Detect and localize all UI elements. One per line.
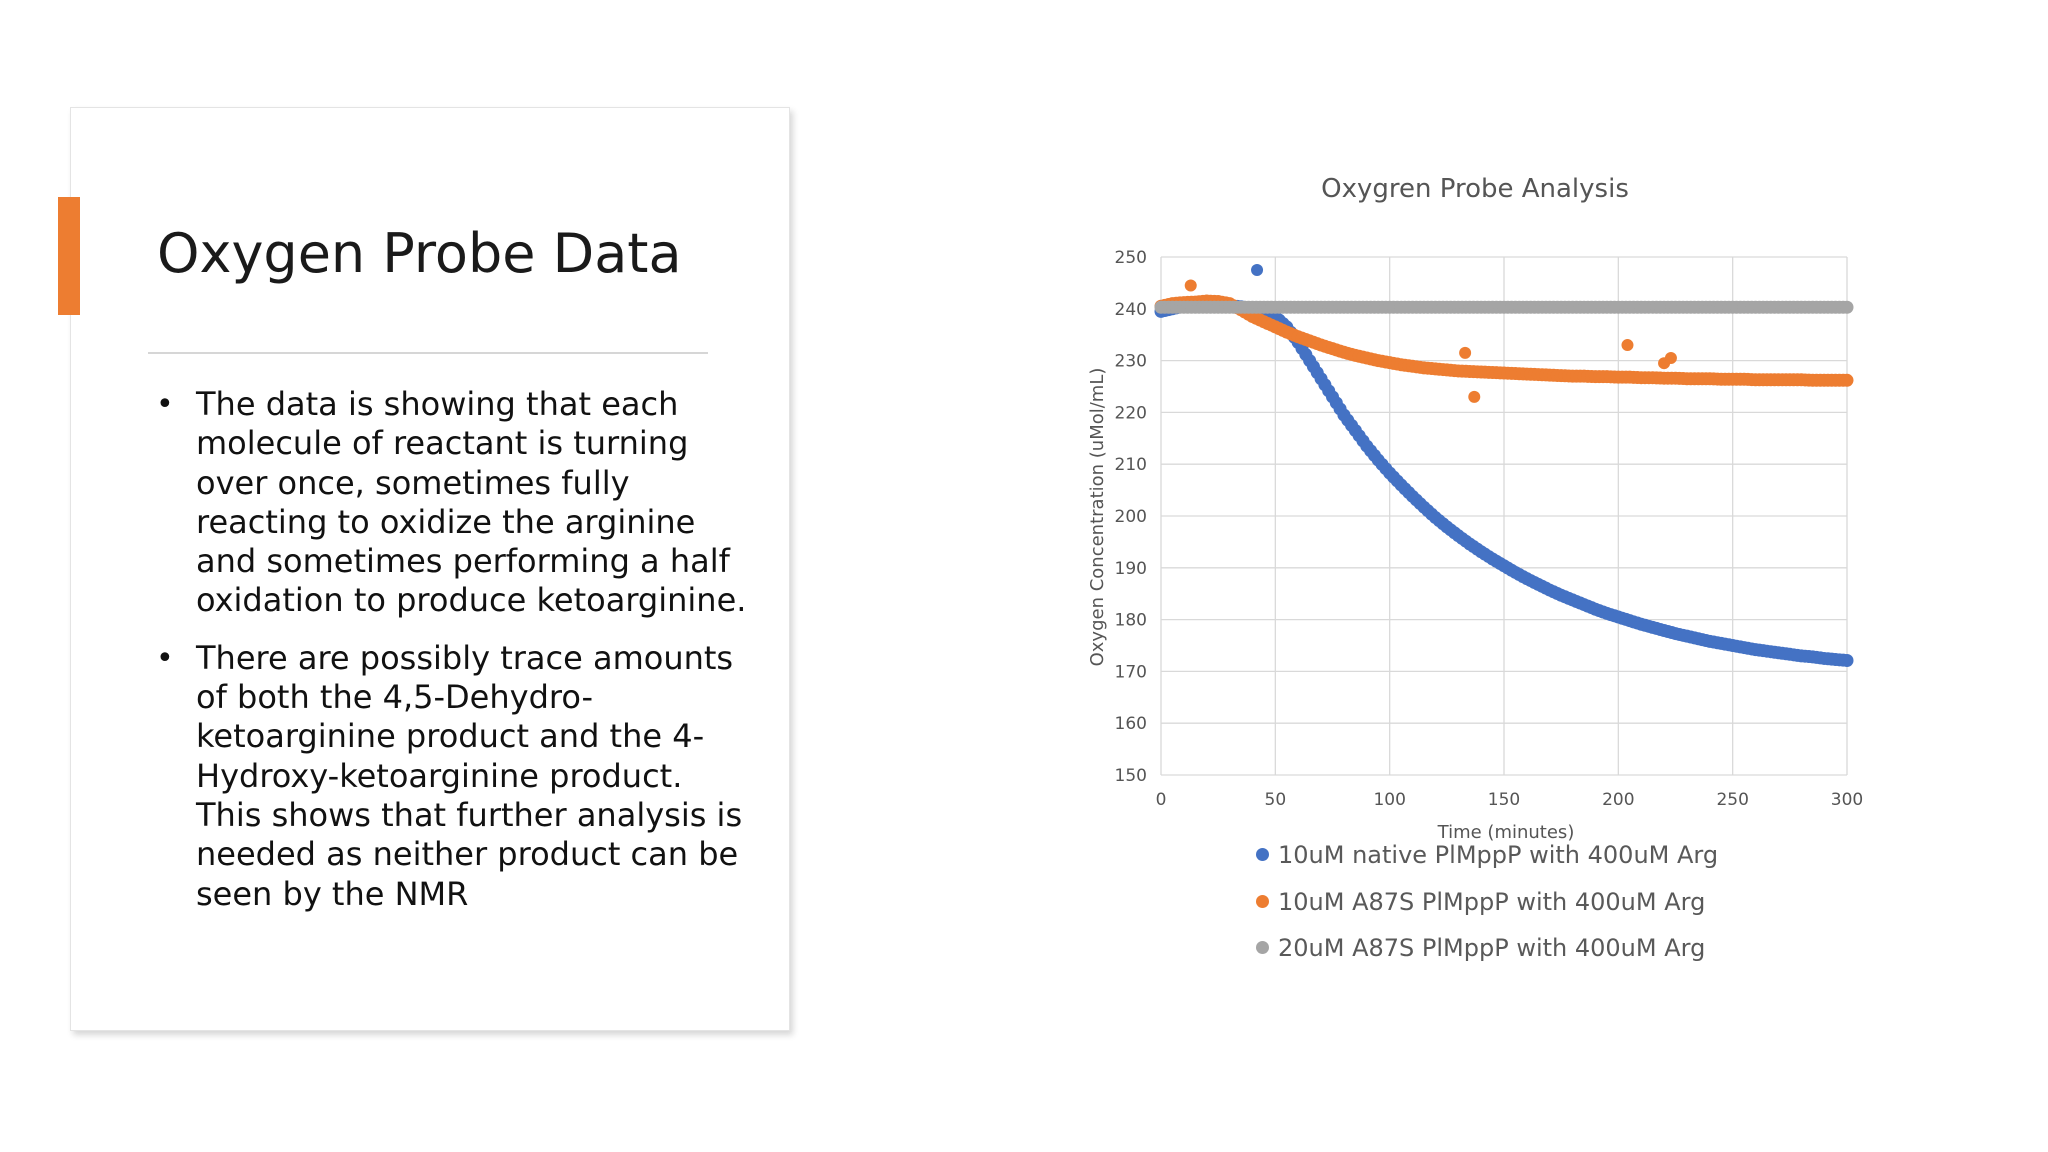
legend-marker-icon [1256,894,1269,908]
title-accent-bar [58,197,80,315]
y-axis-label: Oxygen Concentration (uMol/mL) [1087,368,1108,667]
slide-title: Oxygen Probe Data [157,222,682,285]
text-card [70,107,790,1031]
legend-label: 10uM native PlMppP with 400uM Arg [1278,841,1719,869]
data-point [1840,373,1854,387]
legend-entry: 20uM A87S PlMppP with 400uM Arg [1256,933,1718,980]
x-tick-label: 50 [1265,790,1287,810]
x-tick-label: 300 [1831,790,1863,810]
data-point [1840,300,1854,314]
y-tick-label: 240 [1115,300,1147,320]
legend-label: 20uM A87S PlMppP with 400uM Arg [1278,934,1706,962]
legend-entry: 10uM native PlMppP with 400uM Arg [1256,840,1718,887]
y-tick-label: 220 [1115,403,1147,423]
y-tick-label: 160 [1115,714,1147,734]
title-divider [148,352,708,354]
outlier-point [1184,279,1197,292]
legend-marker-icon [1256,848,1269,861]
chart-tick-labels: 150 160 170 180 190 200 210 220 230 240 250 0 50 100 1… [1115,248,1864,810]
chart-title: Oxygren Probe Analysis [1321,174,1629,204]
chart-data-points [1154,263,1854,668]
legend-entry: 10uM A87S PlMppP with 400uM Arg [1256,887,1718,934]
outlier-point [1459,346,1472,359]
data-point [1840,654,1854,668]
y-tick-label: 200 [1115,507,1147,527]
bullet-text: The data is showing that each molecule o… [196,385,747,620]
x-tick-label: 250 [1716,790,1748,810]
chart-legend: 10uM native PlMppP with 400uM Arg 10uM A… [1256,840,1718,980]
legend-marker-icon [1256,941,1269,954]
y-tick-label: 250 [1115,248,1147,268]
outlier-point [1664,352,1677,365]
legend-label: 10uM A87S PlMppP with 400uM Arg [1278,887,1706,916]
x-tick-label: 150 [1488,790,1520,810]
x-axis-label: Time (minutes) [1437,822,1575,843]
outlier-point [1251,263,1264,276]
bullet-text: There are possibly trace amounts of both… [196,638,743,913]
y-tick-label: 230 [1115,352,1147,372]
bullet-dot-icon: • [156,387,174,422]
x-tick-label: 0 [1156,790,1167,810]
x-tick-label: 200 [1602,790,1634,810]
outlier-point [1621,339,1634,352]
chart-grid [1160,256,1848,776]
y-tick-label: 150 [1115,766,1147,786]
y-tick-label: 190 [1115,559,1147,579]
bullet-dot-icon: • [156,640,174,676]
bullet-item: • There are possibly trace amounts of bo… [150,639,750,914]
y-tick-label: 170 [1115,662,1147,682]
y-tick-label: 210 [1115,455,1147,475]
outlier-point [1468,390,1481,403]
y-tick-label: 180 [1115,611,1147,631]
bullet-item: • The data is showing that each molecule… [150,385,750,621]
x-tick-label: 100 [1373,790,1405,810]
bullet-list: • The data is showing that each molecule… [150,385,750,932]
